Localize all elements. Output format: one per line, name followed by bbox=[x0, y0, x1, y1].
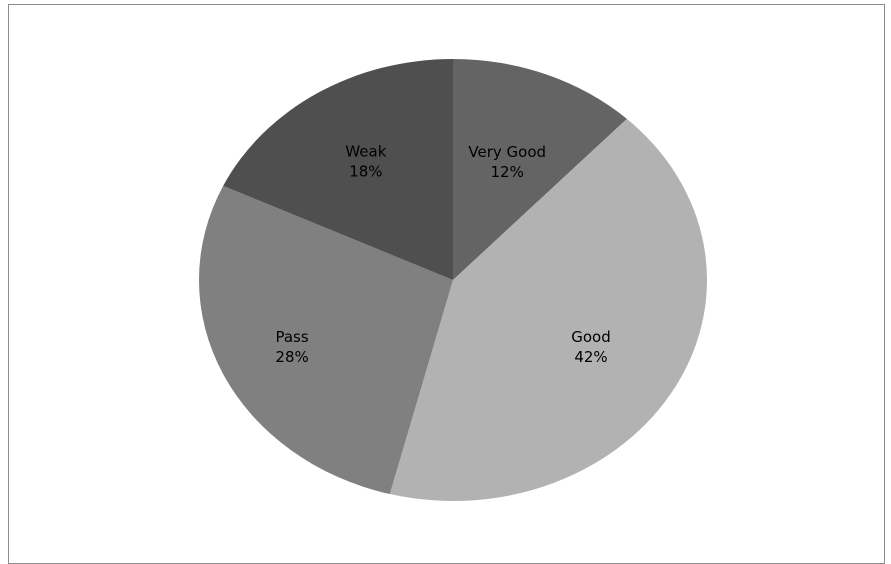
pie-slice-very-good bbox=[453, 59, 627, 280]
pie-slices bbox=[198, 59, 707, 502]
pie-slice-weak bbox=[223, 59, 453, 280]
slice-category-label: Good bbox=[571, 328, 611, 346]
slice-value-label: 18% bbox=[349, 163, 382, 181]
slice-value-label: 12% bbox=[491, 163, 524, 181]
pie-labels: Very Good 12% Good 42% Pass 28% Weak 18% bbox=[275, 143, 610, 366]
pie-chart: Very Good 12% Good 42% Pass 28% Weak 18% bbox=[198, 59, 707, 502]
slice-category-label: Very Good bbox=[468, 143, 546, 161]
slice-category-label: Weak bbox=[345, 143, 386, 161]
slice-value-label: 28% bbox=[275, 348, 308, 366]
pie-slice-good bbox=[389, 118, 707, 502]
slice-category-label: Pass bbox=[275, 328, 308, 346]
slice-value-label: 42% bbox=[574, 348, 607, 366]
pie-slice-pass bbox=[198, 185, 453, 495]
